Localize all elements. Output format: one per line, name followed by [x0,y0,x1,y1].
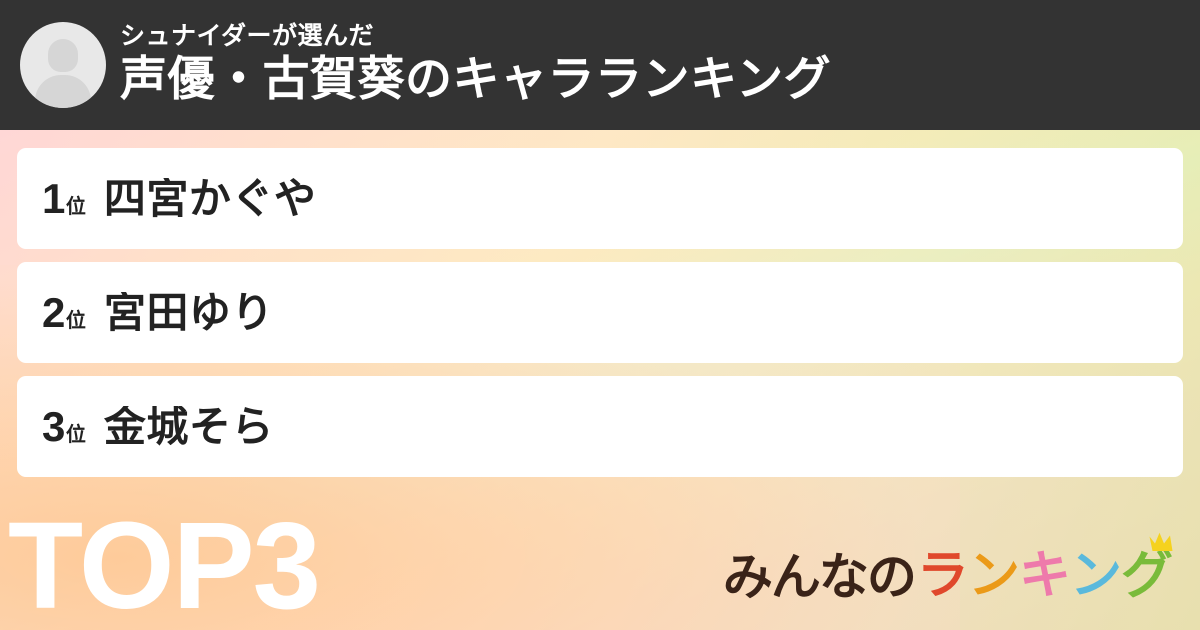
header-subtitle: シュナイダーが選んだ [120,21,375,50]
header-bar: シュナイダーが選んだ 声優・古賀葵のキャラランキング [0,0,1200,130]
avatar-head-shape [48,39,78,72]
rank-entry-name: 金城そら [103,405,274,448]
brand-logo-char-n2: ン [1069,547,1122,606]
rank-badge: 1 位 [42,174,86,222]
rank-badge: 2 位 [42,288,86,336]
brand-logo-char-gu: グ [1120,547,1173,606]
page-title: 声優・古賀葵のキャラランキング [120,52,832,106]
list-item[interactable]: 1 位 四宮かぐや [17,148,1183,249]
rank-suffix: 位 [65,309,86,332]
list-item[interactable]: 2 位 宮田ゆり [17,262,1183,363]
user-avatar-placeholder-icon [20,22,106,108]
avatar-body-shape [35,75,91,108]
brand-logo[interactable]: みんなの ランキング [722,532,1173,606]
brand-logo-char-ki: キ [1018,547,1071,606]
rank-number: 3 [42,402,65,450]
header-text-group: シュナイダーが選んだ 声優・古賀葵のキャラランキング [120,21,847,107]
rank-number: 2 [42,288,65,336]
rank-entry-name: 宮田ゆり [103,291,274,334]
rank-suffix: 位 [65,423,86,446]
brand-logo-mina: みんなの [722,549,917,605]
rank-suffix: 位 [65,195,86,218]
rank-entry-name: 四宮かぐや [103,177,317,220]
brand-logo-char-ra: ラ [916,547,969,606]
rank-number: 1 [42,174,65,222]
top3-watermark: TOP3 [8,498,321,630]
brand-logo-char-n1: ン [967,547,1020,606]
list-item[interactable]: 3 位 金城そら [17,376,1183,477]
crown-icon [1149,532,1173,552]
ranking-list: 1 位 四宮かぐや 2 位 宮田ゆり 3 位 金城そら [17,148,1183,490]
rank-badge: 3 位 [42,402,86,450]
brand-logo-ranking: ランキング [916,532,1173,606]
